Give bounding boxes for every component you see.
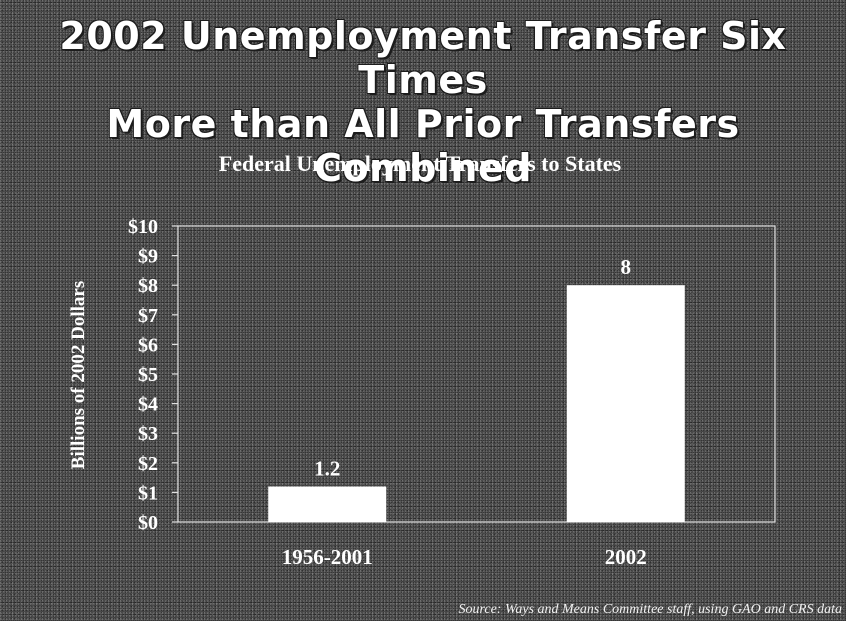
- x-tick-label: 2002: [605, 545, 647, 569]
- y-tick-label: $0: [138, 512, 158, 534]
- bar: [268, 486, 387, 522]
- y-axis-label: Billions of 2002 Dollars: [68, 281, 89, 469]
- source-note: Source: Ways and Means Committee staff, …: [458, 602, 842, 617]
- plot-frame: [177, 225, 776, 523]
- y-tick-label: $10: [128, 216, 158, 238]
- headline-line-1: 2002 Unemployment Transfer Six Times: [59, 14, 787, 102]
- x-tick-label: 1956-2001: [282, 545, 373, 569]
- y-ticks: $0 $1 $2 $3 $4 $5 $6 $7 $8 $9 $10: [128, 216, 178, 534]
- y-tick-label: $3: [138, 423, 158, 445]
- y-tick-label: $4: [138, 394, 158, 416]
- y-tick-label: $8: [138, 275, 158, 297]
- headline-line-2: More than All Prior Transfers Combined: [106, 102, 740, 190]
- y-tick-label: $7: [138, 305, 158, 327]
- bar-value-label: 1.2: [314, 456, 340, 480]
- y-tick-label: $2: [138, 453, 158, 475]
- headline: 2002 Unemployment Transfer Six Times Mor…: [0, 14, 846, 190]
- bar: [566, 285, 685, 522]
- bar-value-label: 8: [621, 255, 632, 279]
- x-ticks: 1956-2001 2002: [282, 545, 647, 569]
- bars: 1.28: [268, 255, 685, 522]
- y-tick-label: $5: [138, 364, 158, 386]
- plot-area-border: [177, 225, 776, 523]
- chart-title: Federal Unemployment Transfers to States: [219, 151, 622, 176]
- y-tick-label: $9: [138, 246, 158, 268]
- y-tick-label: $1: [138, 482, 158, 504]
- y-tick-label: $6: [138, 334, 158, 356]
